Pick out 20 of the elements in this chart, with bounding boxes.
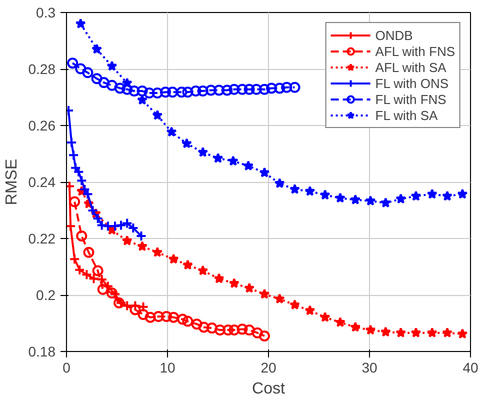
legend-label: FL with FNS [375,91,446,107]
y-tick-label: 0.26 [28,118,56,134]
legend-label: AFL with SA [375,59,446,75]
y-axis-title: RMSE [3,158,20,206]
x-tick-label: 40 [462,360,478,376]
x-axis-title: Cost [252,380,286,398]
legend-label: FL with SA [375,107,438,123]
y-tick-label: 0.24 [28,174,56,190]
y-tick-label: 0.28 [28,61,56,77]
x-tick-label: 10 [160,360,176,376]
y-tick-label: 0.2 [36,287,56,303]
y-tick-label: 0.3 [36,4,56,20]
x-tick-label: 20 [260,360,276,376]
y-tick-label: 0.22 [28,230,56,246]
x-tick-label: 0 [62,360,71,376]
legend-label: ONDB [375,27,413,43]
legend-label: FL with ONS [375,75,448,91]
x-tick-label: 30 [362,360,378,376]
legend-label: AFL with FNS [375,43,455,59]
y-tick-label: 0.18 [28,344,56,360]
